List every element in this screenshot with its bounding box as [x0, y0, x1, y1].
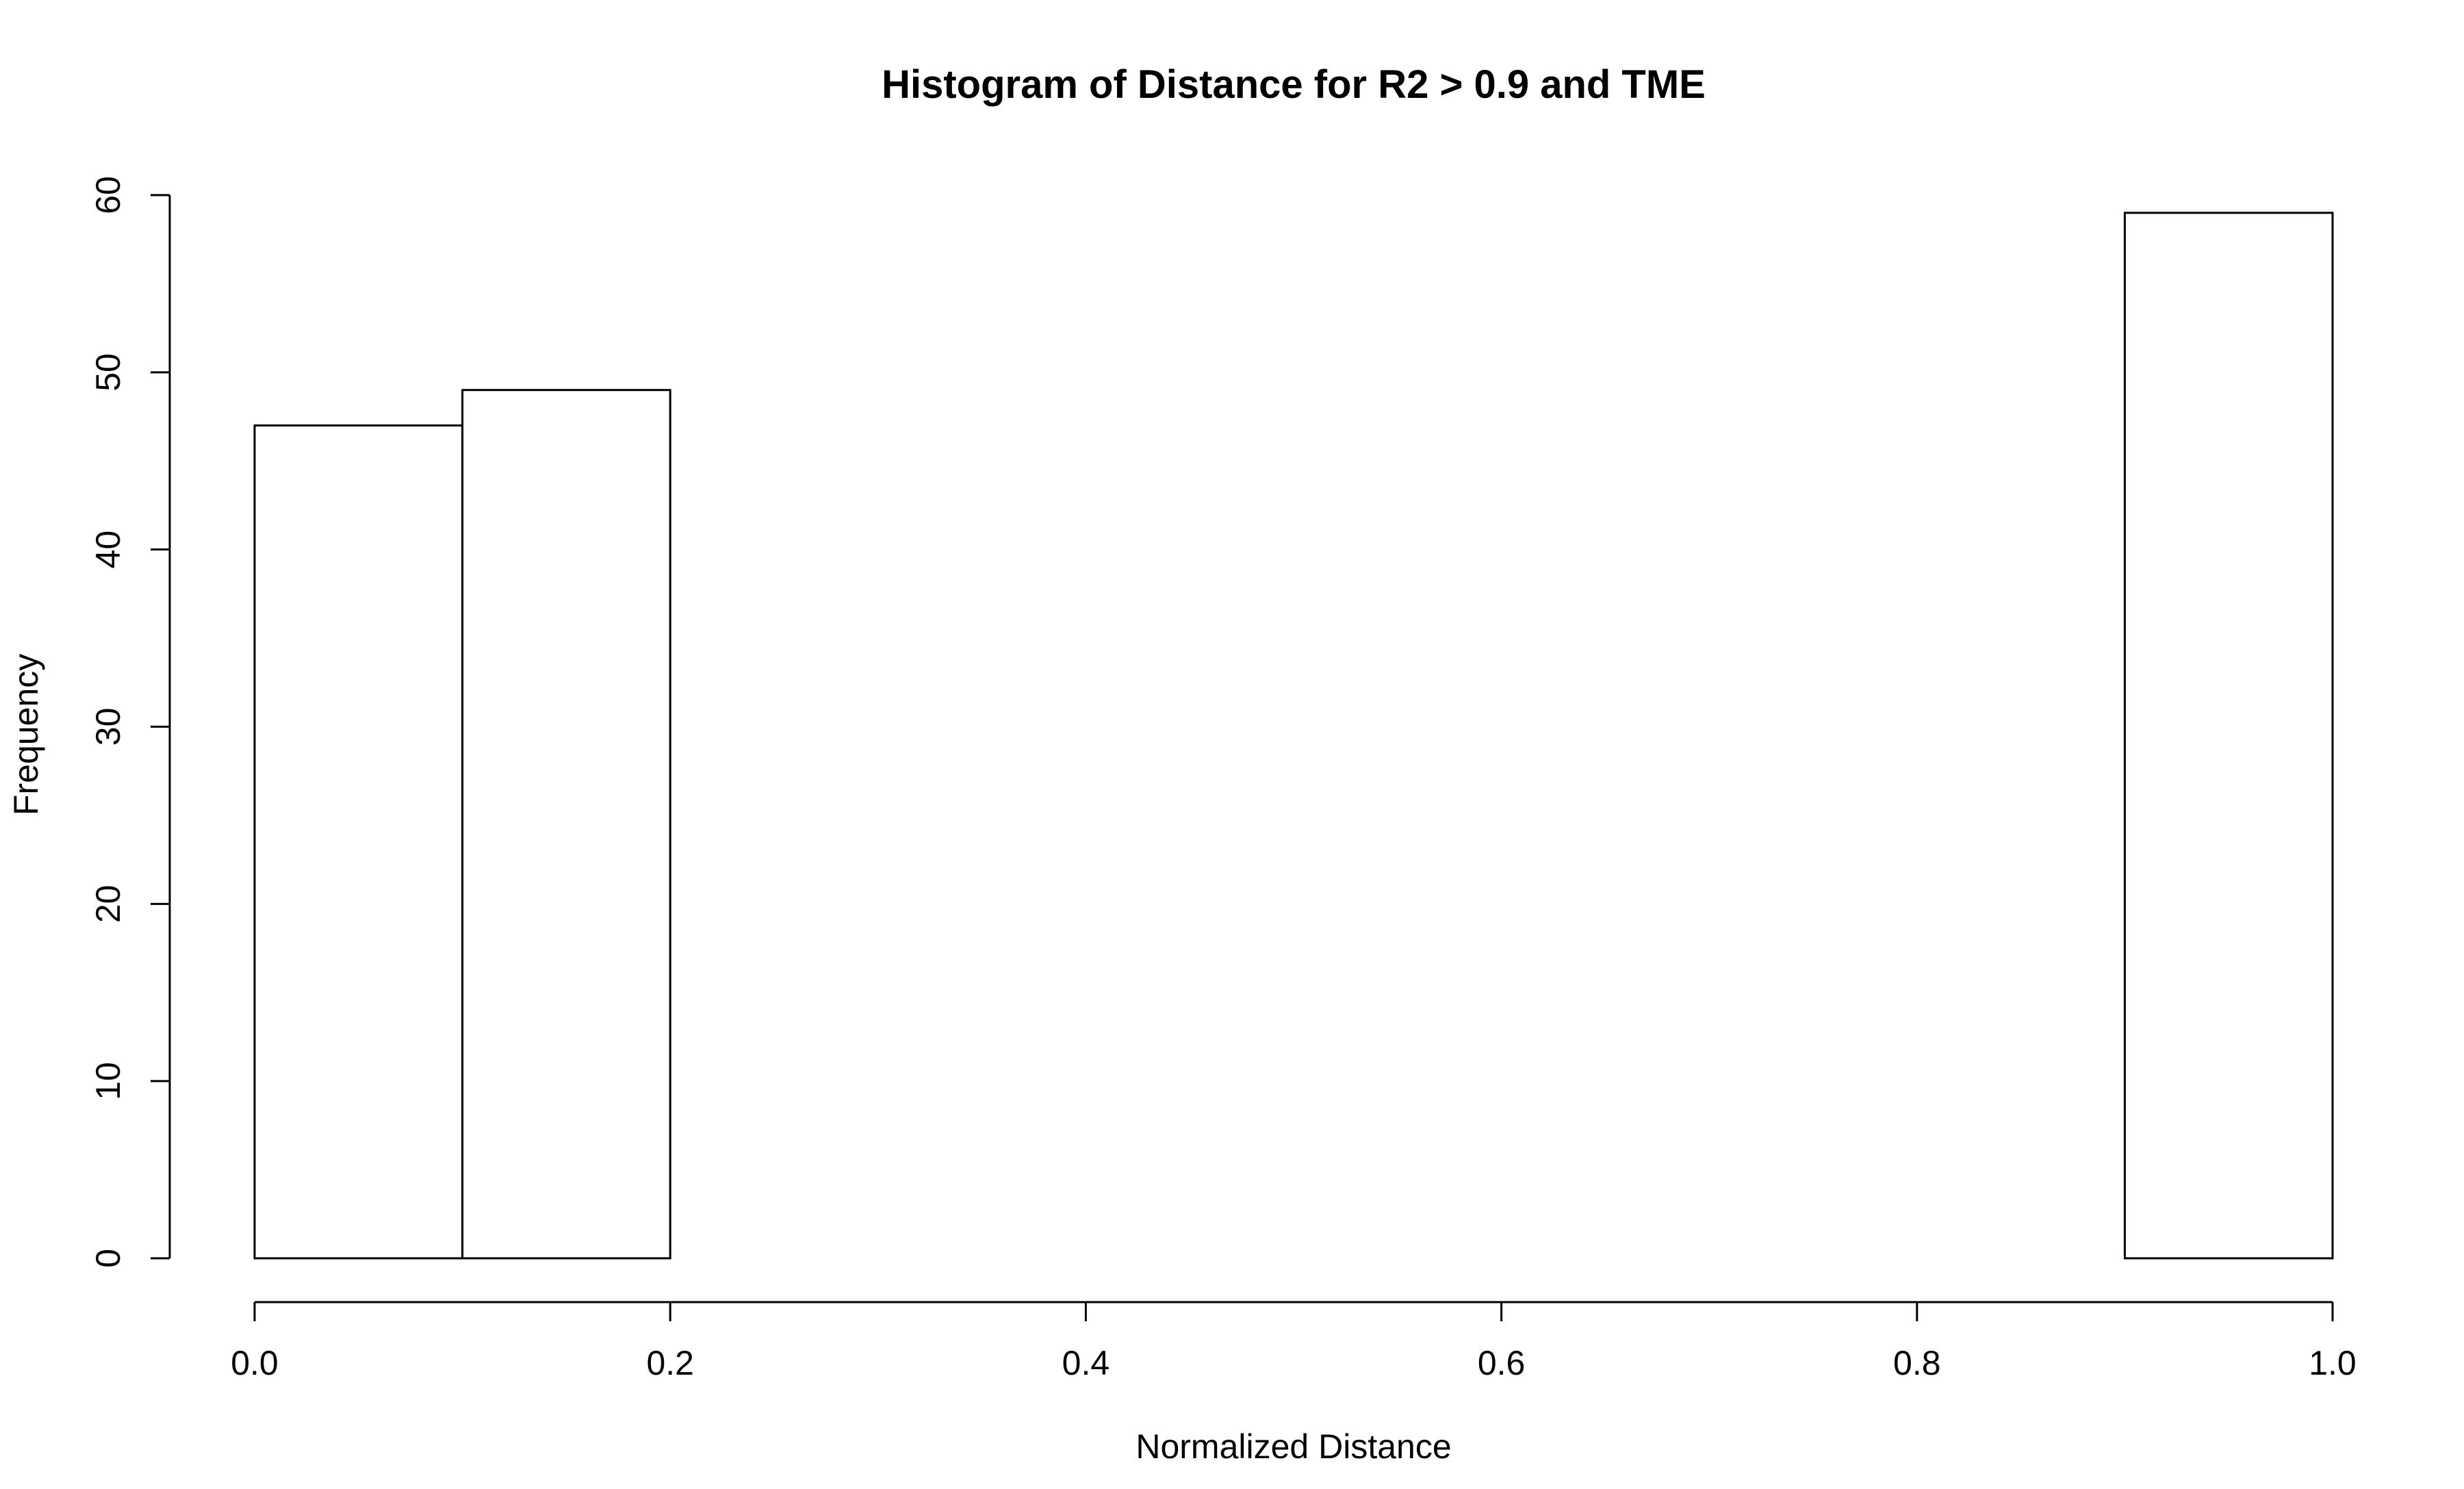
- x-axis: 0.0 0.2 0.4 0.6 0.8 1.0: [231, 1301, 2357, 1382]
- x-tick-label: 0.4: [1062, 1344, 1110, 1382]
- histogram-bar: [2123, 212, 2334, 1260]
- x-tick-label: 0.8: [1893, 1344, 1941, 1382]
- histogram-bar: [253, 424, 464, 1260]
- y-tick-label: 0: [89, 1249, 127, 1268]
- x-tick-label: 0.0: [231, 1344, 279, 1382]
- y-tick-label: 40: [89, 531, 127, 569]
- x-tick-label: 0.2: [646, 1344, 694, 1382]
- chart-title: Histogram of Distance for R2 > 0.9 and T…: [882, 62, 1706, 107]
- y-tick-label: 60: [89, 176, 127, 214]
- x-tick-label: 0.6: [1478, 1344, 1526, 1382]
- y-tick-label: 10: [89, 1062, 127, 1100]
- histogram-bar: [461, 389, 671, 1260]
- bars-group: [253, 212, 2334, 1260]
- y-tick-label: 30: [89, 708, 127, 746]
- x-axis-label: Normalized Distance: [1135, 1427, 1451, 1466]
- y-axis-label: Frequency: [7, 654, 45, 815]
- y-tick-label: 20: [89, 885, 127, 924]
- x-tick-label: 1.0: [2309, 1344, 2357, 1382]
- y-tick-label: 50: [89, 353, 127, 392]
- y-axis: 0 10 20 30 40 50 60: [89, 176, 171, 1268]
